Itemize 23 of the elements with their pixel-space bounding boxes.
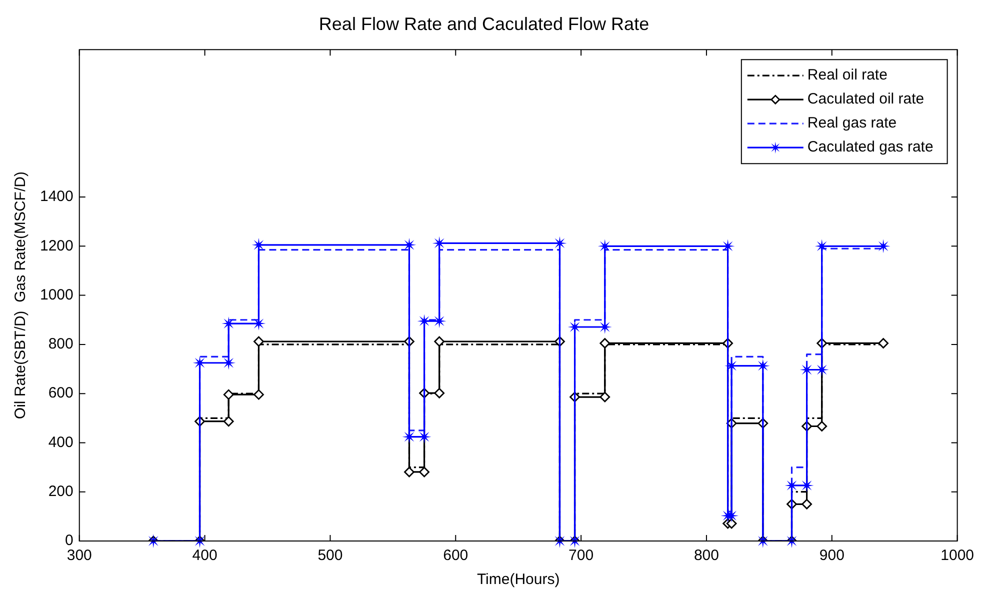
legend-label: Real gas rate bbox=[807, 114, 897, 132]
x-tick-label: 500 bbox=[318, 547, 343, 564]
x-tick-label: 800 bbox=[694, 547, 719, 564]
x-tick-label: 1000 bbox=[940, 547, 974, 564]
legend-label: Caculated gas rate bbox=[807, 138, 934, 156]
y-tick-label: 1400 bbox=[40, 188, 74, 206]
x-tick-label: 600 bbox=[443, 547, 468, 564]
y-tick-label: 600 bbox=[48, 384, 74, 402]
y-axis-title: Oil Rate(SBT/D) Gas Rate(MSCF/D) bbox=[12, 172, 30, 420]
chart-title: Real Flow Rate and Caculated Flow Rate bbox=[318, 14, 650, 34]
y-tick-label: 1000 bbox=[40, 286, 74, 304]
y-tick-label: 0 bbox=[65, 532, 74, 550]
y-tick-label: 400 bbox=[48, 434, 74, 451]
y-tick-label: 200 bbox=[48, 483, 74, 500]
y-tick-label: 1200 bbox=[40, 237, 74, 254]
x-tick-label: 300 bbox=[66, 547, 92, 564]
legend-label: Real oil rate bbox=[807, 66, 888, 84]
x-tick-label: 700 bbox=[568, 547, 594, 564]
x-tick-label: 900 bbox=[819, 547, 844, 564]
x-axis-title: Time(Hours) bbox=[476, 571, 560, 588]
legend-label: Caculated oil rate bbox=[807, 90, 924, 108]
y-tick-label: 800 bbox=[48, 336, 74, 353]
x-tick-label: 400 bbox=[192, 547, 218, 564]
